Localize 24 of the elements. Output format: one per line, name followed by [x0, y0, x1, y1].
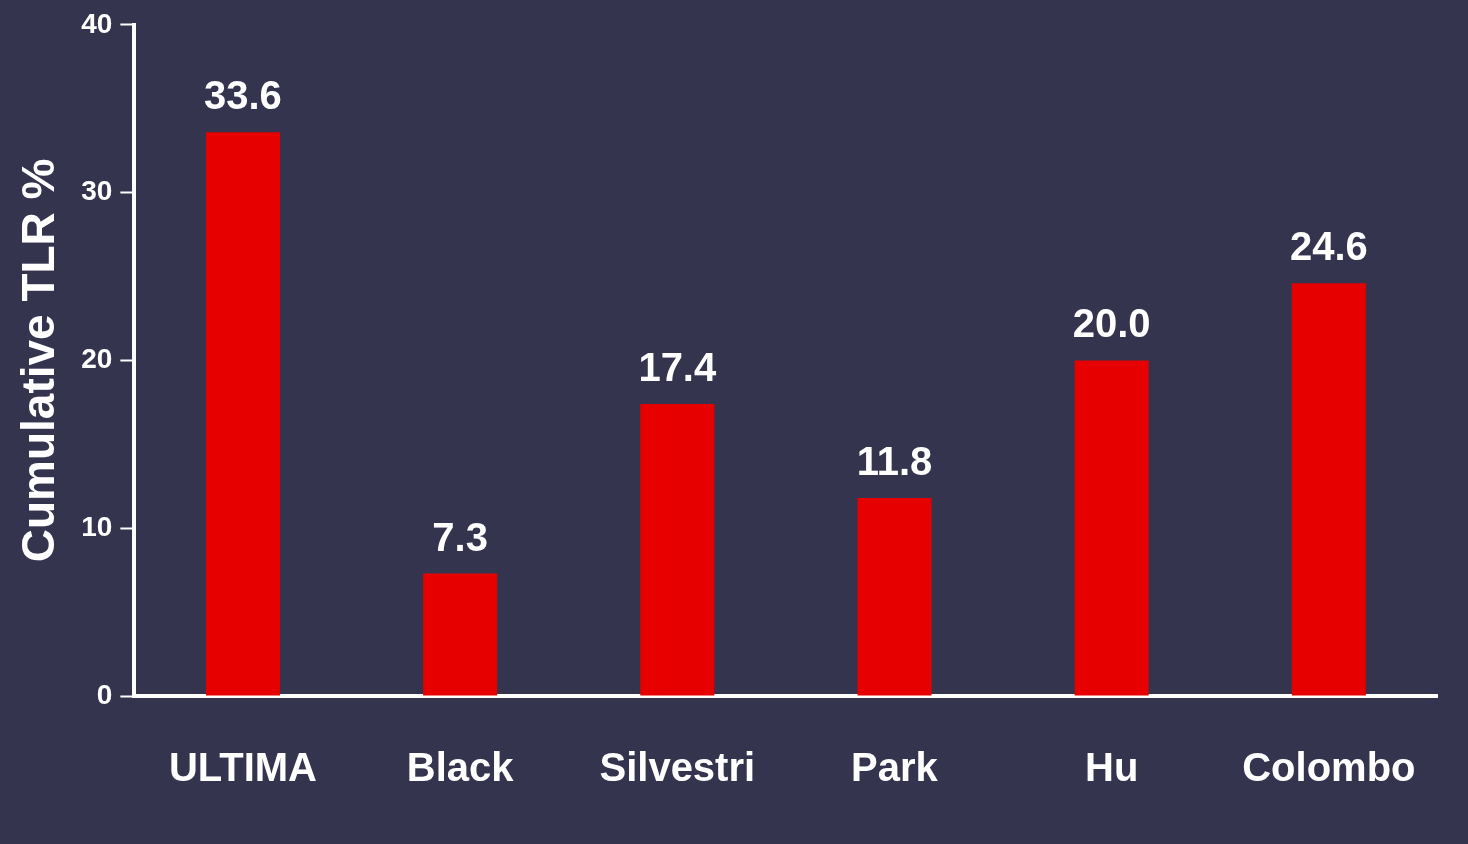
x-tick-label: Silvestri [599, 745, 756, 790]
bar [857, 498, 932, 696]
bar [1074, 360, 1149, 696]
x-tick-label: ULTIMA [168, 745, 317, 790]
x-tick-label: Park [851, 745, 939, 790]
data-label: 20.0 [1072, 301, 1151, 346]
data-label: 11.8 [856, 439, 933, 484]
data-label: 17.4 [638, 345, 717, 390]
y-tick-label: 20 [81, 343, 113, 375]
x-tick-label: Colombo [1242, 745, 1416, 790]
y-tick-label: 0 [96, 678, 113, 710]
data-label: 24.6 [1289, 224, 1368, 269]
y-axis-title: Cumulative TLR % [12, 158, 65, 563]
bar [423, 573, 498, 696]
y-tick-label: 10 [81, 510, 113, 542]
y-tick-label: 40 [81, 7, 113, 39]
x-tick-label: Black [406, 745, 515, 790]
y-tick-label: 30 [81, 175, 113, 207]
x-tick-label: Hu [1085, 745, 1139, 790]
data-label: 33.6 [204, 73, 282, 118]
data-label: 7.3 [432, 514, 488, 559]
bar [640, 404, 715, 696]
bar [205, 132, 280, 696]
bar [1291, 283, 1366, 696]
